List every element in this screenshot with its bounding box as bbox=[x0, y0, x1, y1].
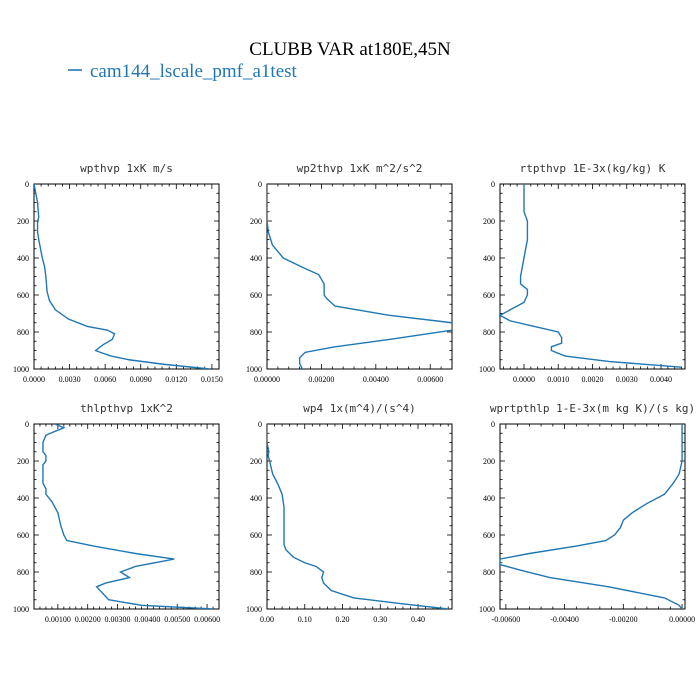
x-tick-label: 0.0030 bbox=[59, 375, 81, 384]
x-tick-label: 0.0150 bbox=[201, 375, 223, 384]
y-tick-label: 800 bbox=[483, 568, 495, 577]
panel-6: wprtpthlp 1-E-3x(m kg K)/(s kg) 0 200 400 60… bbox=[479, 402, 695, 624]
series-line bbox=[34, 184, 210, 369]
x-tick-label: 0.30 bbox=[373, 615, 387, 624]
y-tick-label: 800 bbox=[483, 328, 495, 337]
y-tick-label: 600 bbox=[250, 531, 262, 540]
x-tick-label: 0.00 bbox=[260, 615, 274, 624]
x-tick-label: 0.00600 bbox=[194, 615, 220, 624]
x-tick-label: 0.00000 bbox=[669, 615, 695, 624]
x-tick-label: 0.00200 bbox=[308, 375, 334, 384]
y-tick-label: 800 bbox=[250, 328, 262, 337]
y-tick-label: 1000 bbox=[246, 365, 262, 374]
y-tick-label: 400 bbox=[17, 254, 29, 263]
x-tick-label: 0.0030 bbox=[616, 375, 638, 384]
panel-title: thlpthvp 1xK^2 bbox=[80, 402, 173, 415]
x-tick-label: 0.20 bbox=[336, 615, 350, 624]
x-tick-label: 0.0000 bbox=[513, 375, 535, 384]
x-tick-label: 0.0000 bbox=[23, 375, 45, 384]
y-tick-label: 200 bbox=[483, 457, 495, 466]
panel-4: thlpthvp 1xK^2 0 200 400 600 800 1000 0.00100 0.… bbox=[13, 402, 220, 624]
x-tick-label: 0.00500 bbox=[164, 615, 190, 624]
x-tick-label: 0.0040 bbox=[650, 375, 672, 384]
y-tick-label: 1000 bbox=[479, 365, 495, 374]
x-tick-label: 0.00200 bbox=[75, 615, 101, 624]
y-tick-label: 1000 bbox=[13, 605, 29, 614]
panel-title: rtpthvp 1E-3x(kg/kg) K bbox=[520, 162, 666, 175]
y-tick-label: 800 bbox=[17, 568, 29, 577]
plot-frame bbox=[266, 423, 453, 610]
x-tick-label: 0.00300 bbox=[105, 615, 131, 624]
panel-2: wp2thvp 1xK m^2/s^2020040060080010000.00… bbox=[246, 162, 453, 384]
x-tick-label: 0.10 bbox=[298, 615, 312, 624]
plot-frame bbox=[33, 183, 220, 370]
y-tick-label: 800 bbox=[17, 328, 29, 337]
y-tick-label: 600 bbox=[17, 531, 29, 540]
y-tick-label: 1000 bbox=[479, 605, 495, 614]
y-tick-label: 600 bbox=[17, 291, 29, 300]
x-tick-label: 0.0120 bbox=[165, 375, 187, 384]
plot-frame bbox=[266, 183, 453, 370]
y-tick-label: 400 bbox=[250, 494, 262, 503]
y-tick-label: 800 bbox=[250, 568, 262, 577]
y-tick-label: 600 bbox=[250, 291, 262, 300]
y-tick-label: 400 bbox=[250, 254, 262, 263]
x-tick-label: 0.40 bbox=[411, 615, 425, 624]
plot-frame bbox=[499, 183, 686, 370]
x-tick-label: 0.00100 bbox=[45, 615, 71, 624]
figure-title: CLUBB VAR at180E,45N bbox=[249, 39, 451, 60]
x-tick-label: 0.00600 bbox=[417, 375, 443, 384]
y-tick-label: 0 bbox=[25, 420, 29, 429]
y-tick-label: 400 bbox=[17, 494, 29, 503]
series-line bbox=[500, 184, 682, 368]
y-tick-label: 600 bbox=[483, 531, 495, 540]
y-tick-label: 600 bbox=[483, 291, 495, 300]
x-tick-label: -0.00400 bbox=[550, 615, 579, 624]
x-tick-label: 0.0010 bbox=[547, 375, 569, 384]
y-tick-label: 1000 bbox=[246, 605, 262, 614]
y-tick-label: 400 bbox=[483, 254, 495, 263]
x-tick-label: 0.00000 bbox=[254, 375, 280, 384]
y-tick-label: 200 bbox=[250, 217, 262, 226]
plot-frame bbox=[499, 423, 686, 610]
y-tick-label: 200 bbox=[17, 217, 29, 226]
x-tick-label: -0.00600 bbox=[492, 615, 521, 624]
x-tick-label: 0.0060 bbox=[94, 375, 116, 384]
plot-frame bbox=[33, 423, 220, 610]
panel-3: rtpthvp 1E-3x(kg/kg) K 0 200 400 600 800 1000 0… bbox=[479, 162, 686, 384]
series-line bbox=[500, 424, 683, 609]
series-line bbox=[42, 424, 214, 609]
y-tick-label: 0 bbox=[25, 180, 29, 189]
y-tick-label: 200 bbox=[250, 457, 262, 466]
y-tick-label: 1000 bbox=[13, 365, 29, 374]
y-tick-label: 0 bbox=[491, 180, 495, 189]
y-tick-label: 200 bbox=[483, 217, 495, 226]
y-tick-label: 200 bbox=[17, 457, 29, 466]
y-tick-label: 0 bbox=[491, 420, 495, 429]
y-tick-label: 0 bbox=[258, 180, 262, 189]
panel-title: wpthvp 1xK m/s bbox=[80, 162, 173, 175]
legend-label: cam144_lscale_pmf_a1test bbox=[90, 61, 298, 82]
y-tick-label: 400 bbox=[483, 494, 495, 503]
panel-title: wp4 1x(m^4)/(s^4) bbox=[303, 402, 416, 415]
y-tick-label: 0 bbox=[258, 420, 262, 429]
legend: cam144_lscale_pmf_a1test bbox=[68, 61, 298, 82]
x-tick-label: 0.00400 bbox=[363, 375, 389, 384]
series-line bbox=[267, 184, 452, 369]
x-tick-label: 0.00400 bbox=[134, 615, 160, 624]
x-tick-label: -0.00200 bbox=[609, 615, 638, 624]
panel-title: wprtpthlp 1-E-3x(m kg K)/(s kg) bbox=[490, 402, 695, 415]
panel-title: wp2thvp 1xK m^2/s^2 bbox=[297, 162, 423, 175]
series-line bbox=[267, 424, 449, 609]
x-tick-label: 0.0090 bbox=[130, 375, 152, 384]
x-tick-label: 0.0020 bbox=[582, 375, 604, 384]
